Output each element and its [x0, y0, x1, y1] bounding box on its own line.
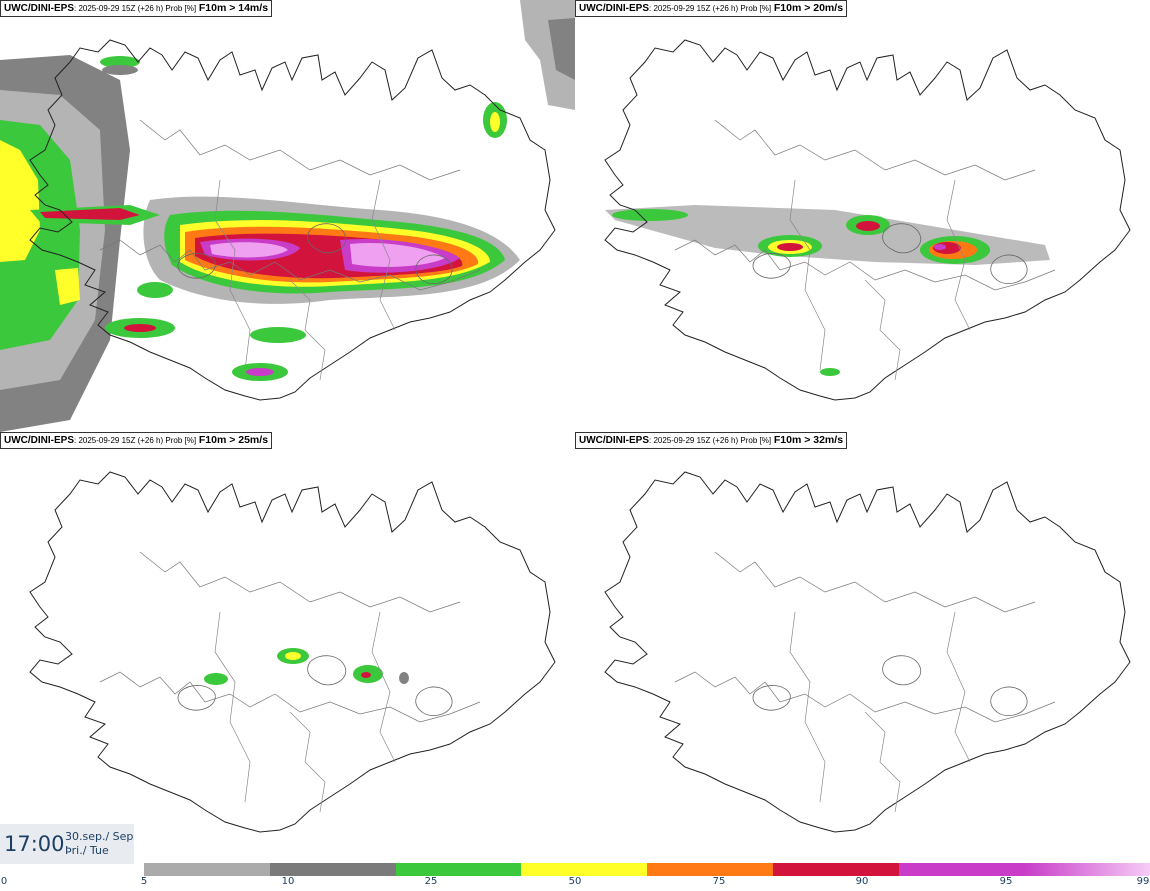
valid-time-box: 17:00 30.sep./ Sep Þri./ Tue [0, 824, 134, 864]
color-scale-tick-label: 25 [424, 876, 438, 887]
valid-date: 30.sep./ Sep Þri./ Tue [65, 830, 133, 858]
color-scale-segment [898, 863, 1025, 876]
valid-time: 17:00 [4, 832, 65, 856]
yellow-region [55, 268, 80, 305]
color-scale-segment [521, 863, 647, 876]
map-panel-20ms: UWC/DINI-EPS: 2025-09-29 15Z (+26 h) Pro… [575, 0, 1150, 432]
map-20ms [604, 39, 1131, 401]
panel-title: UWC/DINI-EPS: 2025-09-29 15Z (+26 h) Pro… [0, 432, 273, 449]
color-scale-tick-label: 75 [712, 876, 726, 887]
valid-date-line1: 30.sep./ Sep [65, 830, 134, 843]
red-region [777, 243, 803, 251]
red-region [40, 208, 140, 220]
gray-region [548, 18, 575, 80]
panel-title: UWC/DINI-EPS: 2025-09-29 15Z (+26 h) Pro… [575, 0, 848, 17]
green-region [250, 327, 306, 343]
green-region [204, 673, 228, 685]
map-panel-32ms: UWC/DINI-EPS: 2025-09-29 15Z (+26 h) Pro… [575, 432, 1150, 864]
valid-date-line2: Þri./ Tue [65, 844, 109, 857]
color-scale-segment [269, 863, 396, 876]
map-32ms [604, 471, 1131, 833]
gray-region [102, 65, 138, 75]
yellow-region [0, 140, 40, 262]
color-scale-tick-label: 0 [0, 876, 8, 887]
color-scale-tick-label: 90 [855, 876, 869, 887]
gray-region [399, 672, 409, 684]
map-panel-25ms: UWC/DINI-EPS: 2025-09-29 15Z (+26 h) Pro… [0, 432, 575, 864]
yellow-region [285, 652, 301, 660]
color-scale-tick-label: 99 [1136, 876, 1150, 887]
map-panel-14ms: UWC/DINI-EPS: 2025-09-29 15Z (+26 h) Pro… [0, 0, 575, 432]
map-25ms [29, 471, 556, 833]
color-scale-tick-label: 50 [568, 876, 582, 887]
color-scale-segment [1024, 863, 1150, 876]
green-region [612, 209, 688, 221]
magenta-region [934, 244, 946, 250]
color-scale-segment [144, 863, 270, 876]
red-region [361, 672, 371, 678]
green-region [820, 368, 840, 376]
pink-region [350, 242, 445, 267]
red-region [856, 221, 880, 231]
color-scale-segment [772, 863, 899, 876]
color-scale-tick-label: 95 [999, 876, 1013, 887]
red-region [124, 324, 156, 332]
panel-title: UWC/DINI-EPS: 2025-09-29 15Z (+26 h) Pro… [575, 432, 848, 449]
pink-region [210, 242, 288, 258]
panel-title: UWC/DINI-EPS: 2025-09-29 15Z (+26 h) Pro… [0, 0, 273, 17]
red-region [246, 368, 274, 376]
color-scale-tick-label: 5 [140, 876, 148, 887]
color-scale-segment [395, 863, 522, 876]
green-region [137, 282, 173, 298]
color-scale-tick-label: 10 [281, 876, 295, 887]
map-14ms [0, 0, 575, 432]
green-region [100, 56, 140, 68]
yellow-region [490, 112, 500, 132]
color-scale-bar [144, 863, 1150, 876]
color-scale-segment [647, 863, 773, 876]
